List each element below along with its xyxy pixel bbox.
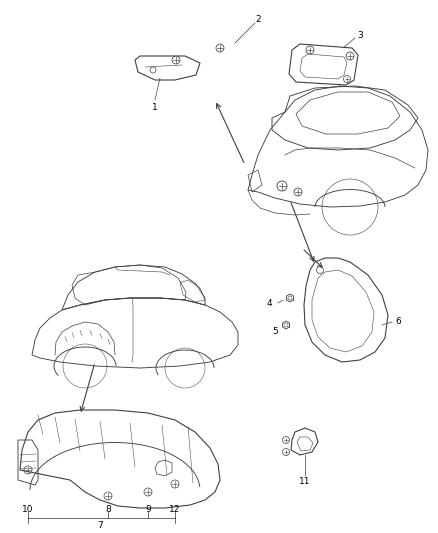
Text: 9: 9 xyxy=(145,505,151,514)
Text: 2: 2 xyxy=(255,15,261,25)
Text: 4: 4 xyxy=(266,298,272,308)
Text: 8: 8 xyxy=(105,505,111,514)
Text: 6: 6 xyxy=(395,318,401,327)
Text: 3: 3 xyxy=(357,31,363,41)
Text: 11: 11 xyxy=(299,477,311,486)
Text: 7: 7 xyxy=(97,521,103,530)
Text: 12: 12 xyxy=(170,505,181,514)
Text: 10: 10 xyxy=(22,505,34,514)
Text: 1: 1 xyxy=(152,102,158,111)
Text: 5: 5 xyxy=(272,327,278,336)
